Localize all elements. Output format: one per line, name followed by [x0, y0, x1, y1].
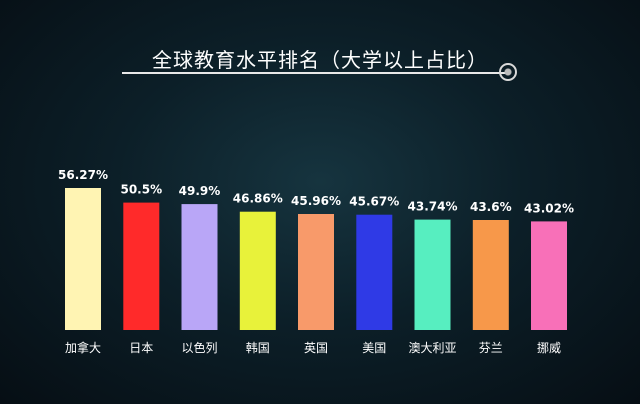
title-underline [122, 72, 507, 74]
bar-4 [239, 211, 276, 330]
value-label-7: 43.74% [408, 200, 458, 214]
category-label-7: 澳大利亚 [408, 341, 456, 355]
bar-8 [472, 220, 509, 330]
value-label-5: 45.96% [291, 194, 341, 208]
value-label-8: 43.6% [470, 200, 512, 214]
category-label-1: 加拿大 [65, 340, 101, 355]
chart-title: 全球教育水平排名（大学以上占比） [152, 48, 488, 72]
category-label-4: 韩国 [246, 340, 270, 355]
bar-2 [123, 202, 160, 330]
category-label-5: 英国 [304, 341, 328, 355]
value-label-6: 45.67% [349, 195, 399, 209]
value-label-1: 56.27% [58, 168, 108, 182]
value-label-3: 49.9% [179, 184, 221, 198]
bar-6 [356, 214, 393, 330]
bar-7 [414, 219, 451, 330]
value-label-2: 50.5% [120, 183, 162, 197]
bar-3 [181, 204, 218, 330]
badge-icon [499, 63, 517, 81]
bar-5 [298, 214, 334, 330]
category-label-9: 挪威 [537, 341, 561, 355]
bar-1 [65, 188, 101, 330]
bar-9 [531, 221, 567, 330]
category-label-2: 日本 [129, 341, 153, 355]
category-label-8: 芬兰 [479, 341, 503, 355]
value-label-9: 43.02% [524, 201, 574, 215]
value-label-4: 46.86% [233, 192, 283, 206]
category-label-6: 美国 [362, 341, 386, 355]
category-label-3: 以色列 [181, 341, 217, 355]
